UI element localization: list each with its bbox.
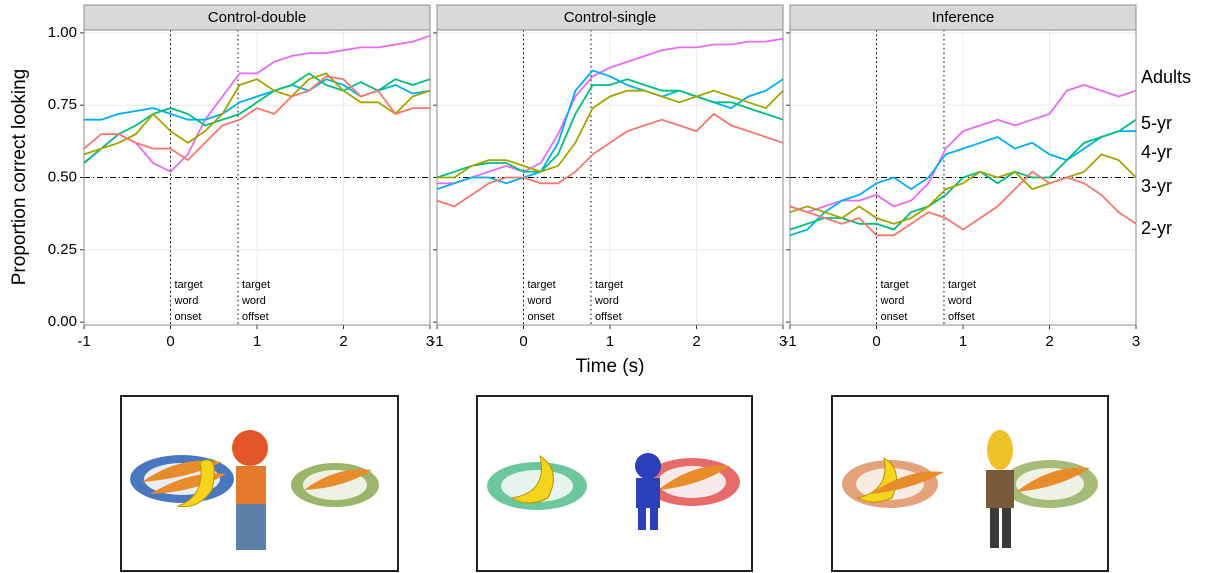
panel-title: Inference bbox=[932, 9, 995, 26]
x-tick-label: 2 bbox=[1045, 333, 1053, 350]
panel-border bbox=[83, 29, 431, 326]
event-label: onset bbox=[175, 311, 202, 323]
event-label: offset bbox=[595, 311, 622, 323]
series-line bbox=[789, 130, 1136, 237]
x-tick-label: -1 bbox=[430, 333, 443, 350]
series-line bbox=[789, 153, 1137, 225]
series-line bbox=[436, 69, 784, 190]
event-label: target bbox=[948, 279, 976, 291]
series-line bbox=[436, 78, 784, 179]
event-label: word bbox=[241, 295, 266, 307]
stimulus-inference bbox=[831, 395, 1109, 572]
legend-label: Adults bbox=[1141, 67, 1191, 87]
series-line bbox=[789, 84, 1137, 214]
x-axis-label: Time (s) bbox=[576, 356, 645, 377]
event-label: word bbox=[947, 295, 972, 307]
event-label: onset bbox=[881, 311, 908, 323]
legend-label: 2-yr bbox=[1141, 218, 1172, 238]
event-label: offset bbox=[242, 311, 269, 323]
y-tick-label: 0.00 bbox=[48, 313, 77, 330]
y-tick-label: 0.50 bbox=[48, 168, 77, 185]
series-line bbox=[83, 34, 431, 173]
series-line bbox=[789, 118, 1137, 231]
y-tick-label: 0.25 bbox=[48, 241, 77, 258]
x-tick-label: 2 bbox=[339, 333, 347, 350]
panel-title: Control-double bbox=[208, 9, 306, 26]
legend-label: 3-yr bbox=[1141, 176, 1172, 196]
x-tick-label: 0 bbox=[872, 333, 880, 350]
event-label: target bbox=[175, 279, 203, 291]
y-tick-label: 1.00 bbox=[48, 24, 77, 41]
series-line bbox=[83, 72, 431, 156]
series-line bbox=[437, 89, 784, 179]
event-label: word bbox=[594, 295, 619, 307]
x-tick-label: 1 bbox=[253, 333, 261, 350]
strip bbox=[436, 4, 784, 31]
panel-title: Control-single bbox=[564, 9, 657, 26]
x-tick-label: 2 bbox=[692, 333, 700, 350]
series-line bbox=[789, 170, 1137, 237]
y-tick-label: 0.75 bbox=[48, 96, 77, 113]
event-label: target bbox=[528, 279, 556, 291]
x-tick-label: 1 bbox=[606, 333, 614, 350]
event-label: target bbox=[595, 279, 623, 291]
legend-label: 4-yr bbox=[1141, 142, 1172, 162]
series-line bbox=[436, 112, 784, 208]
strip bbox=[789, 4, 1137, 31]
x-tick-label: -1 bbox=[783, 333, 796, 350]
event-label: word bbox=[174, 295, 199, 307]
x-tick-label: 0 bbox=[166, 333, 174, 350]
stimulus-double bbox=[120, 395, 399, 572]
series-line bbox=[437, 37, 784, 185]
x-tick-label: 3 bbox=[779, 333, 787, 350]
event-label: offset bbox=[948, 311, 975, 323]
panel-border bbox=[436, 29, 784, 326]
event-label: onset bbox=[528, 311, 555, 323]
x-tick-label: 3 bbox=[426, 333, 434, 350]
y-axis-label: Proportion correct looking bbox=[9, 69, 30, 286]
x-tick-label: 1 bbox=[959, 333, 967, 350]
event-label: word bbox=[527, 295, 552, 307]
event-label: target bbox=[242, 279, 270, 291]
x-tick-label: -1 bbox=[77, 333, 90, 350]
panel-border bbox=[789, 29, 1137, 326]
series-line bbox=[83, 75, 430, 162]
event-label: target bbox=[881, 279, 909, 291]
x-tick-label: 3 bbox=[1132, 333, 1140, 350]
series-line bbox=[83, 72, 431, 164]
event-label: word bbox=[880, 295, 905, 307]
x-tick-label: 0 bbox=[519, 333, 527, 350]
strip bbox=[83, 4, 431, 31]
stimulus-single bbox=[476, 395, 753, 572]
legend-label: 5-yr bbox=[1141, 113, 1172, 133]
